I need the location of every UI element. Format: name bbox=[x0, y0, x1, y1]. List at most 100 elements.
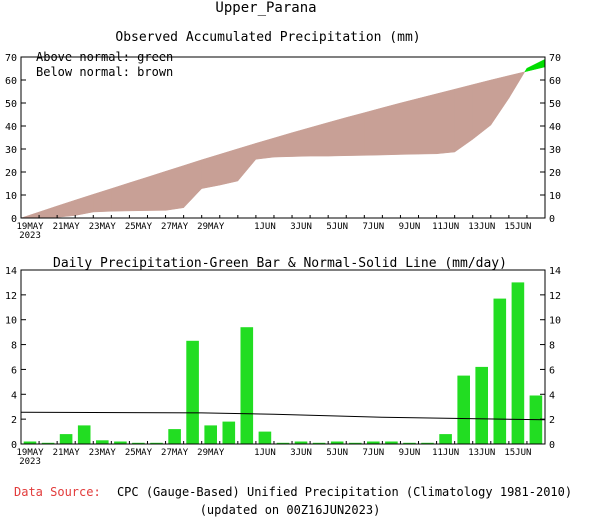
below-normal-area-segment bbox=[382, 102, 401, 156]
below-normal-area-segment bbox=[147, 170, 166, 211]
y-tick-label-left: 2 bbox=[11, 415, 17, 426]
plot-frame bbox=[20, 56, 546, 219]
y-tick-label-left: 50 bbox=[5, 99, 17, 110]
x-tick-label: 27MAY bbox=[161, 448, 189, 458]
x-tick-label: 15JUN bbox=[504, 448, 531, 458]
x-tick-label: 25MAY bbox=[125, 222, 153, 232]
below-normal-area-segment bbox=[472, 79, 492, 140]
y-tick-label-right: 70 bbox=[549, 53, 561, 64]
y-tick-label-left: 40 bbox=[5, 122, 17, 133]
y-tick-label-right: 0 bbox=[549, 214, 555, 225]
y-tick-label-left: 30 bbox=[5, 145, 17, 156]
below-normal-area-segment bbox=[291, 127, 311, 157]
x-tick-label: 13JUN bbox=[468, 448, 495, 458]
below-normal-area-segment bbox=[74, 193, 94, 216]
y-tick-label-right: 4 bbox=[549, 390, 555, 401]
y-tick-label-right: 20 bbox=[549, 168, 561, 179]
below-normal-area-segment bbox=[56, 199, 76, 218]
below-normal-area-segment bbox=[183, 159, 202, 209]
below-normal-area-segment bbox=[273, 132, 293, 158]
x-tick-label: 23MAY bbox=[89, 448, 117, 458]
updated-note: (updated on 00Z16JUN2023) bbox=[200, 503, 381, 517]
y-tick-label-right: 50 bbox=[549, 99, 561, 110]
below-normal-area-segment bbox=[255, 137, 275, 160]
daily-precip-bar bbox=[41, 442, 55, 444]
below-normal-area-segment bbox=[38, 205, 58, 218]
x-tick-label: 27MAY bbox=[161, 222, 189, 232]
y-tick-label-right: 10 bbox=[549, 191, 561, 202]
below-normal-area-segment bbox=[364, 107, 383, 156]
accumulated-panel-title: Observed Accumulated Precipitation (mm) bbox=[115, 30, 420, 45]
x-tick-label: 9JUN bbox=[399, 448, 421, 458]
daily-precip-bar bbox=[421, 442, 434, 444]
below-normal-area-segment bbox=[345, 112, 365, 156]
x-tick-label: 7JUN bbox=[363, 222, 385, 232]
daily-bars-layer bbox=[20, 282, 546, 444]
y-tick-label-left: 0 bbox=[11, 214, 17, 225]
above-normal-area-segment bbox=[524, 67, 528, 73]
x-tick-label: 21MAY bbox=[53, 448, 81, 458]
x-tick-label: 5JUN bbox=[326, 222, 348, 232]
x-tick-label: 1JUN bbox=[254, 222, 276, 232]
daily-precip-bar bbox=[367, 441, 380, 444]
x-tick-label: 1JUN bbox=[254, 448, 276, 458]
y-tick-label-left: 60 bbox=[5, 76, 17, 87]
y-tick-label-right: 14 bbox=[549, 266, 561, 277]
below-normal-area-segment bbox=[508, 71, 526, 100]
x-tick-year-label: 2023 bbox=[19, 457, 41, 467]
x-tick-label: 5JUN bbox=[326, 448, 348, 458]
y-tick-label-left: 6 bbox=[11, 365, 17, 376]
daily-precip-bar bbox=[511, 282, 525, 444]
below-normal-area-segment bbox=[400, 98, 419, 155]
y-tick-label-right: 6 bbox=[549, 365, 555, 376]
x-tick-label: 11JUN bbox=[432, 448, 459, 458]
below-normal-area-segment bbox=[20, 211, 40, 219]
below-normal-area-segment bbox=[309, 122, 329, 157]
y-tick-label-left: 20 bbox=[5, 168, 17, 179]
daily-precip-bar bbox=[349, 442, 362, 444]
below-normal-area-segment bbox=[219, 148, 239, 186]
y-tick-label-left: 0 bbox=[11, 440, 17, 451]
x-tick-label: 29MAY bbox=[197, 448, 225, 458]
y-tick-label-left: 10 bbox=[5, 316, 17, 327]
x-tick-label: 19MAY bbox=[16, 222, 44, 232]
x-tick-label: 13JUN bbox=[468, 222, 495, 232]
daily-precip-bar bbox=[439, 434, 452, 444]
y-tick-label-right: 8 bbox=[549, 341, 555, 352]
x-tick-label: 19MAY bbox=[16, 448, 44, 458]
y-tick-label-right: 0 bbox=[549, 440, 555, 451]
data-source-text: CPC (Gauge-Based) Unified Precipitation … bbox=[117, 485, 572, 499]
daily-precip-bar bbox=[330, 441, 344, 444]
daily-panel-title: Daily Precipitation-Green Bar & Normal-S… bbox=[53, 256, 507, 271]
y-tick-label-right: 10 bbox=[549, 316, 561, 327]
y-tick-label-left: 4 bbox=[11, 390, 17, 401]
daily-precip-bar bbox=[77, 425, 91, 444]
below-normal-area-segment bbox=[418, 93, 437, 155]
figure-title: Upper_Parana bbox=[215, 0, 316, 16]
y-tick-label-right: 60 bbox=[549, 76, 561, 87]
legend-below-normal: Below normal: brown bbox=[36, 65, 173, 79]
y-tick-label-left: 12 bbox=[5, 291, 17, 302]
daily-precip-bar bbox=[168, 429, 181, 444]
below-normal-area-segment bbox=[165, 165, 184, 211]
y-tick-label-left: 8 bbox=[11, 341, 17, 352]
daily-precip-bar bbox=[493, 298, 507, 444]
daily-precip-bar bbox=[204, 425, 217, 444]
daily-precip-bar bbox=[240, 327, 254, 444]
x-tick-label: 21MAY bbox=[53, 222, 81, 232]
below-normal-area-segment bbox=[436, 88, 455, 155]
below-normal-area-segment bbox=[111, 182, 130, 212]
daily-precip-bar bbox=[59, 434, 73, 444]
x-tick-label: 23MAY bbox=[89, 222, 117, 232]
below-normal-area-segment bbox=[237, 142, 257, 182]
daily-precip-bar bbox=[457, 375, 470, 444]
daily-precip-bar bbox=[385, 441, 398, 444]
daily-precip-bar bbox=[150, 442, 163, 444]
daily-precip-bar bbox=[258, 431, 272, 444]
x-tick-label: 11JUN bbox=[432, 222, 459, 232]
x-tick-label: 25MAY bbox=[125, 448, 153, 458]
daily-precip-bar bbox=[403, 442, 416, 444]
